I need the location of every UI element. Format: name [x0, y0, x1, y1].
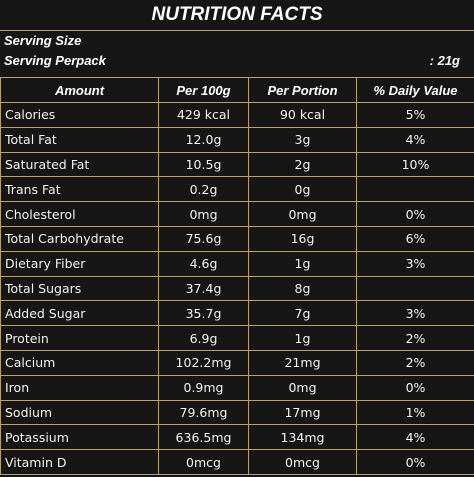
per-100g-value: 0.2g	[158, 176, 249, 203]
page-title: NUTRITION FACTS	[0, 0, 474, 31]
nutrient-name: Vitamin D	[0, 449, 159, 475]
serving-perpack-label: Serving Perpack	[4, 53, 106, 68]
daily-value: 0%	[356, 201, 474, 227]
nutrient-name: Total Sugars	[0, 275, 159, 302]
daily-value: 2%	[356, 349, 474, 376]
per-100g-value: 102.2mg	[158, 349, 249, 376]
table-header-row: Amount Per 100g Per Portion % Daily Valu…	[0, 77, 474, 103]
nutrient-name: Calories	[0, 102, 159, 128]
per-portion-value: 1g	[248, 325, 357, 351]
per-portion-value: 3g	[248, 126, 357, 153]
nutrient-name: Dietary Fiber	[0, 250, 159, 277]
daily-value: 3%	[356, 300, 474, 327]
per-100g-value: 75.6g	[158, 225, 249, 252]
per-portion-value: 0g	[248, 176, 357, 203]
per-100g-value: 429 kcal	[158, 102, 249, 128]
per-portion-value: 90 kcal	[248, 102, 357, 128]
table-row: Saturated Fat 10.5g 2g 10%	[0, 151, 474, 178]
daily-value: 3%	[356, 250, 474, 277]
per-100g-value: 4.6g	[158, 250, 249, 277]
table-row: Added Sugar 35.7g 7g 3%	[0, 300, 474, 327]
table-row: Iron 0.9mg 0mg 0%	[0, 374, 474, 401]
header-per-100g: Per 100g	[158, 77, 249, 103]
table-row: Vitamin D 0mcg 0mcg 0%	[0, 449, 474, 475]
table-row: Calcium 102.2mg 21mg 2%	[0, 349, 474, 376]
daily-value: 0%	[356, 374, 474, 401]
nutrient-name: Protein	[0, 325, 159, 351]
nutrient-name: Total Carbohydrate	[0, 225, 159, 252]
per-portion-value: 0mg	[248, 201, 357, 227]
nutrient-name: Cholesterol	[0, 201, 159, 227]
per-portion-value: 134mg	[248, 424, 357, 451]
table-row: Calories 429 kcal 90 kcal 5%	[0, 102, 474, 128]
serving-info: Serving Size Serving Perpack : 21g	[0, 31, 474, 71]
daily-value: 10%	[356, 151, 474, 178]
per-100g-value: 0mcg	[158, 449, 249, 475]
daily-value: 6%	[356, 225, 474, 252]
per-portion-value: 0mg	[248, 374, 357, 401]
per-100g-value: 636.5mg	[158, 424, 249, 451]
serving-perpack-value: : 21g	[429, 53, 460, 68]
header-per-portion: Per Portion	[248, 77, 357, 103]
per-100g-value: 6.9g	[158, 325, 249, 351]
per-portion-value: 1g	[248, 250, 357, 277]
nutrient-name: Iron	[0, 374, 159, 401]
per-100g-value: 0mg	[158, 201, 249, 227]
table-row: Total Carbohydrate 75.6g 16g 6%	[0, 225, 474, 252]
table-row: Dietary Fiber 4.6g 1g 3%	[0, 250, 474, 277]
nutrient-name: Calcium	[0, 349, 159, 376]
serving-size-line: Serving Size	[4, 31, 466, 51]
daily-value: 0%	[356, 449, 474, 475]
table-row: Protein 6.9g 1g 2%	[0, 325, 474, 351]
daily-value: 4%	[356, 424, 474, 451]
table-row: Cholesterol 0mg 0mg 0%	[0, 201, 474, 227]
nutrient-name: Total Fat	[0, 126, 159, 153]
per-100g-value: 79.6mg	[158, 399, 249, 426]
header-amount: Amount	[0, 77, 159, 103]
per-100g-value: 0.9mg	[158, 374, 249, 401]
per-100g-value: 10.5g	[158, 151, 249, 178]
daily-value: 1%	[356, 399, 474, 426]
per-portion-value: 17mg	[248, 399, 357, 426]
nutrition-table: Amount Per 100g Per Portion % Daily Valu…	[0, 77, 474, 475]
per-portion-value: 7g	[248, 300, 357, 327]
per-portion-value: 16g	[248, 225, 357, 252]
per-portion-value: 0mcg	[248, 449, 357, 475]
per-100g-value: 35.7g	[158, 300, 249, 327]
nutrient-name: Saturated Fat	[0, 151, 159, 178]
nutrient-name: Potassium	[0, 424, 159, 451]
table-row: Sodium 79.6mg 17mg 1%	[0, 399, 474, 426]
nutrient-name: Sodium	[0, 399, 159, 426]
serving-perpack-line: Serving Perpack : 21g	[4, 51, 466, 71]
header-daily-value: % Daily Value	[356, 77, 474, 103]
per-portion-value: 8g	[248, 275, 357, 302]
table-row: Potassium 636.5mg 134mg 4%	[0, 424, 474, 451]
daily-value	[356, 275, 474, 302]
nutrient-name: Added Sugar	[0, 300, 159, 327]
per-portion-value: 2g	[248, 151, 357, 178]
serving-size-label: Serving Size	[4, 33, 82, 48]
per-100g-value: 12.0g	[158, 126, 249, 153]
daily-value: 4%	[356, 126, 474, 153]
table-row: Trans Fat 0.2g 0g	[0, 176, 474, 203]
per-100g-value: 37.4g	[158, 275, 249, 302]
per-portion-value: 21mg	[248, 349, 357, 376]
table-row: Total Fat 12.0g 3g 4%	[0, 126, 474, 153]
daily-value: 5%	[356, 102, 474, 128]
daily-value	[356, 176, 474, 203]
table-row: Total Sugars 37.4g 8g	[0, 275, 474, 302]
daily-value: 2%	[356, 325, 474, 351]
nutrient-name: Trans Fat	[0, 176, 159, 203]
